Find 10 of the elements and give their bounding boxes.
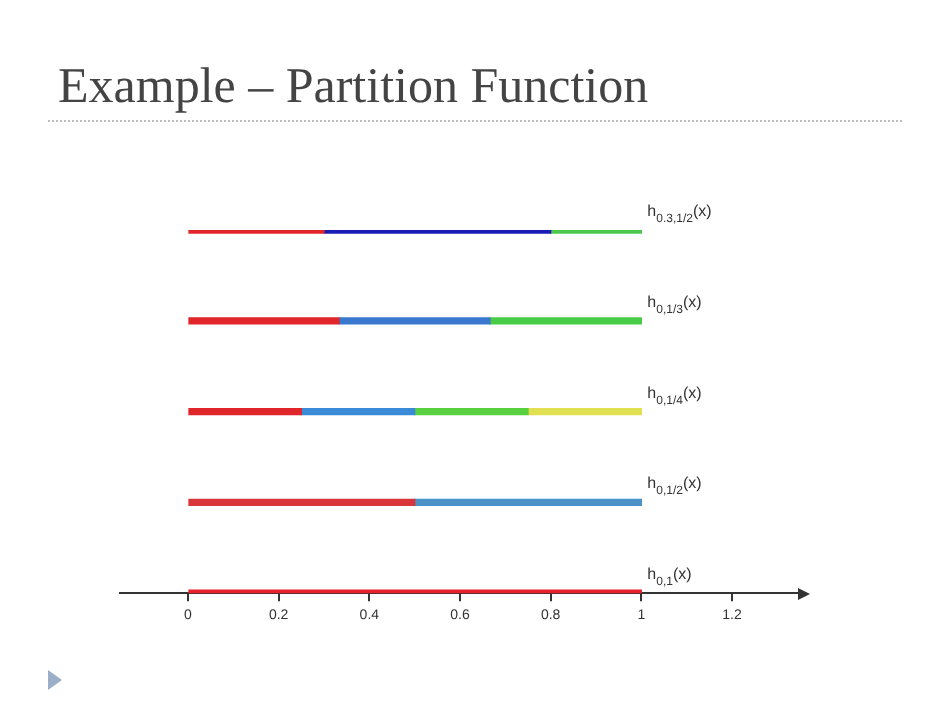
bar <box>188 317 340 325</box>
bar <box>300 407 416 416</box>
bar <box>188 498 416 507</box>
bar <box>527 407 642 416</box>
bar <box>414 498 642 507</box>
bar <box>414 407 529 416</box>
chart-title: Example – Partition Function <box>58 60 649 116</box>
bar <box>489 317 642 325</box>
bar <box>338 317 491 325</box>
bar <box>188 407 302 416</box>
